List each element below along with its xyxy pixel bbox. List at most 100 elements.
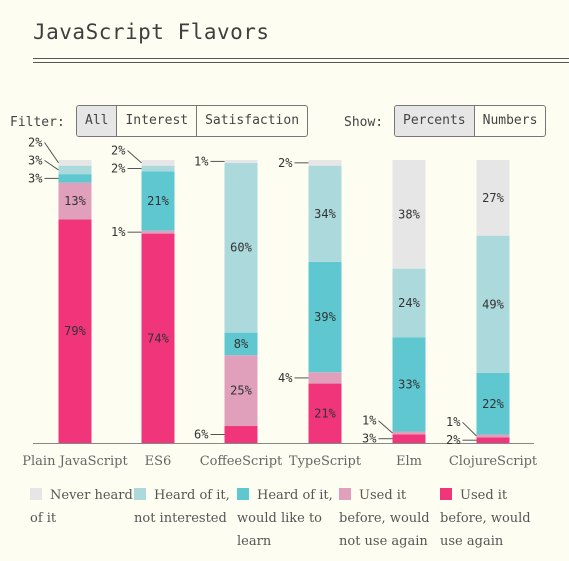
bar-segment: [58, 160, 92, 166]
bar-segment: [224, 355, 258, 427]
data-label: 49%: [482, 297, 504, 311]
bar-segment: [392, 268, 426, 338]
legend-label: learn: [237, 534, 272, 549]
filter-all-button[interactable]: All: [77, 106, 118, 136]
legend-label: use again: [440, 534, 504, 549]
bar-segment: [58, 182, 92, 220]
data-label: 33%: [398, 377, 420, 391]
legend-item: Used it before, would not use again: [339, 484, 430, 553]
data-label: 27%: [482, 191, 504, 205]
show-percents-button[interactable]: Percents: [395, 106, 475, 136]
data-label: 1%: [194, 154, 209, 168]
data-label: 4%: [278, 371, 293, 385]
legend-item: Used it before, would use again: [440, 484, 531, 553]
label-leader: [378, 420, 393, 434]
title-rule: [33, 58, 569, 59]
bar-segment: [392, 431, 426, 435]
legend-item: Heard of it, would like to learn: [237, 484, 333, 553]
legend-label: Heard of it,: [154, 488, 230, 503]
page-title: JavaScript Flavors: [33, 20, 270, 44]
bar-segment: [141, 233, 175, 443]
bar-segment: [308, 372, 342, 384]
bar-segment: [476, 372, 510, 435]
label-leader: [44, 142, 59, 164]
category-label: Elm: [396, 454, 422, 469]
data-label: 25%: [230, 384, 252, 398]
filter-label: Filter:: [10, 115, 65, 130]
bar-segment: [476, 434, 510, 438]
legend-label: would like to: [237, 511, 323, 526]
filter-interest-button[interactable]: Interest: [117, 106, 198, 136]
data-label: 1%: [362, 414, 377, 428]
legend-label: before, would: [339, 511, 430, 526]
filter-satisfaction-button[interactable]: Satisfaction: [205, 113, 300, 128]
bar-segment: [58, 174, 92, 183]
legend-swatch: [134, 488, 146, 500]
category-label: Plain JavaScript: [22, 454, 128, 469]
data-label: 2%: [111, 161, 126, 175]
bar-segment: [476, 160, 510, 236]
data-label: 60%: [230, 241, 252, 255]
data-label: 8%: [234, 337, 249, 351]
bar-segment: [224, 160, 258, 163]
bar-segment: [224, 332, 258, 356]
data-label: 38%: [398, 207, 420, 221]
data-label: 74%: [147, 331, 169, 345]
legend-label: Used it: [460, 488, 508, 503]
show-label: Show:: [344, 115, 384, 130]
legend-swatch: [30, 488, 42, 500]
bar-segment: [476, 235, 510, 373]
bar-segment: [392, 160, 426, 269]
legend-label: not use again: [339, 534, 428, 549]
label-leader: [44, 159, 59, 171]
data-label: 3%: [362, 432, 377, 446]
legend-label: of it: [30, 511, 57, 526]
bar-segment: [141, 230, 175, 234]
label-leader: [462, 421, 477, 437]
legend-label: Never heard: [50, 488, 133, 503]
data-label: 24%: [398, 296, 420, 310]
bar-segment: [308, 165, 342, 262]
bar-segment: [308, 383, 342, 443]
legend-label: Heard of it,: [257, 488, 333, 503]
show-button-group: Percents Numbers: [394, 105, 547, 137]
category-label: ClojureScript: [449, 454, 538, 469]
data-label: 3%: [28, 153, 43, 167]
legend-label: before, would: [440, 511, 531, 526]
data-label: 34%: [314, 207, 336, 221]
bar-segment: [58, 165, 92, 175]
legend-swatch: [339, 488, 351, 500]
data-label: 2%: [278, 156, 293, 170]
legend-item: Heard of it, not interested: [134, 484, 230, 530]
data-label: 1%: [111, 225, 126, 239]
bar-segment: [141, 165, 175, 172]
bar-segment: [308, 160, 342, 166]
data-label: 13%: [64, 194, 86, 208]
bar-segment: [141, 160, 175, 166]
legend-swatch: [237, 488, 249, 500]
data-label: 1%: [446, 415, 461, 429]
bar-segment: [392, 337, 426, 432]
data-label: 2%: [446, 433, 461, 447]
title-rule: [33, 62, 569, 63]
stacked-bar-chart: 79% 13% 2% 3% 3% Plain JavaScript 74% 21% 2% 2% 1%…: [22, 135, 538, 469]
data-label: 21%: [314, 406, 336, 420]
legend-item: Never heard of it: [30, 484, 133, 530]
label-leader: [127, 150, 142, 164]
data-label: 2%: [28, 135, 43, 149]
show-numbers-button[interactable]: Numbers: [482, 113, 538, 128]
bar-segment: [308, 261, 342, 373]
bar-segment: [141, 171, 175, 231]
category-label: CoffeeScript: [200, 454, 283, 469]
legend-label: Used it: [359, 488, 407, 503]
filter-button-group: All Interest Satisfaction: [76, 105, 309, 137]
bar-segment: [224, 162, 258, 333]
data-label: 22%: [482, 397, 504, 411]
data-label: 6%: [194, 428, 209, 442]
bar-segment: [58, 219, 92, 443]
bar-segment: [224, 426, 258, 443]
bar-segment: [476, 437, 510, 443]
category-label: TypeScript: [289, 454, 362, 469]
legend-swatch: [440, 488, 452, 500]
bar-segment: [392, 434, 426, 443]
